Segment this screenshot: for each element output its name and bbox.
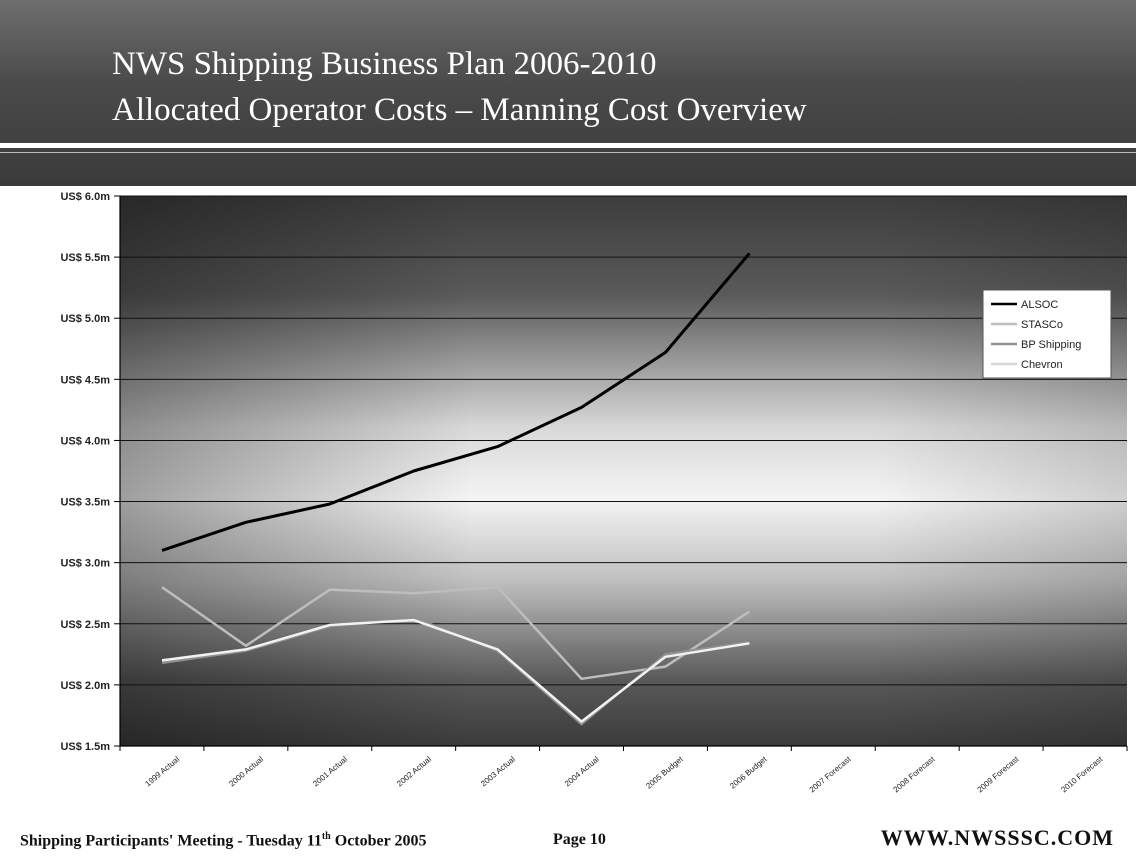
series-line-chevron xyxy=(161,618,750,723)
header-divider-thin xyxy=(0,152,1136,153)
manning-cost-chart: US$ 1.5m US$ 2.0m US$ 2.5m US$ 3.0m US$ 3.5m… xyxy=(0,188,1136,824)
series-line-alsoc xyxy=(161,252,751,552)
legend-label: Chevron xyxy=(1021,359,1063,371)
plot-shade xyxy=(120,196,1127,746)
page-number: Page 10 xyxy=(553,831,606,848)
legend-label: BP Shipping xyxy=(1021,339,1081,351)
y-tick-label: US$ 3.0m xyxy=(60,558,110,570)
legend: ALSOC STASCo BP Shipping Chevron xyxy=(982,289,1112,379)
y-tick-label: US$ 5.5m xyxy=(60,252,110,264)
y-tick-label: US$ 2.0m xyxy=(60,680,110,692)
y-tick-label: US$ 6.0m xyxy=(60,191,110,203)
y-tick-label: US$ 5.0m xyxy=(60,313,110,325)
plot-area xyxy=(120,196,1127,746)
y-tick-label: US$ 1.5m xyxy=(60,741,110,753)
slide-header: NWS Shipping Business Plan 2006-2010 All… xyxy=(0,0,1136,186)
y-tick-label: US$ 2.5m xyxy=(60,619,110,631)
slide-title: NWS Shipping Business Plan 2006-2010 xyxy=(112,46,657,82)
series-lines xyxy=(161,252,751,726)
meeting-info: Shipping Participants' Meeting - Tuesday… xyxy=(20,831,427,850)
chart-area: US$ 1.5m US$ 2.0m US$ 2.5m US$ 3.0m US$ 3.5m… xyxy=(0,188,1136,824)
slide-subtitle: Allocated Operator Costs – Manning Cost … xyxy=(112,92,807,128)
slide-footer: Shipping Participants' Meeting - Tuesday… xyxy=(0,825,1136,859)
y-tick-label: US$ 4.5m xyxy=(60,374,110,386)
header-divider xyxy=(0,143,1136,148)
y-axis: US$ 1.5m US$ 2.0m US$ 2.5m US$ 3.0m US$ 3.5m… xyxy=(60,191,121,753)
y-tick-label: US$ 4.0m xyxy=(60,435,110,447)
y-tick-label: US$ 3.5m xyxy=(60,497,110,509)
legend-label: ALSOC xyxy=(1021,299,1058,311)
legend-label: STASCo xyxy=(1021,319,1063,331)
website-url: WWW.NWSSSC.COM xyxy=(880,825,1114,850)
